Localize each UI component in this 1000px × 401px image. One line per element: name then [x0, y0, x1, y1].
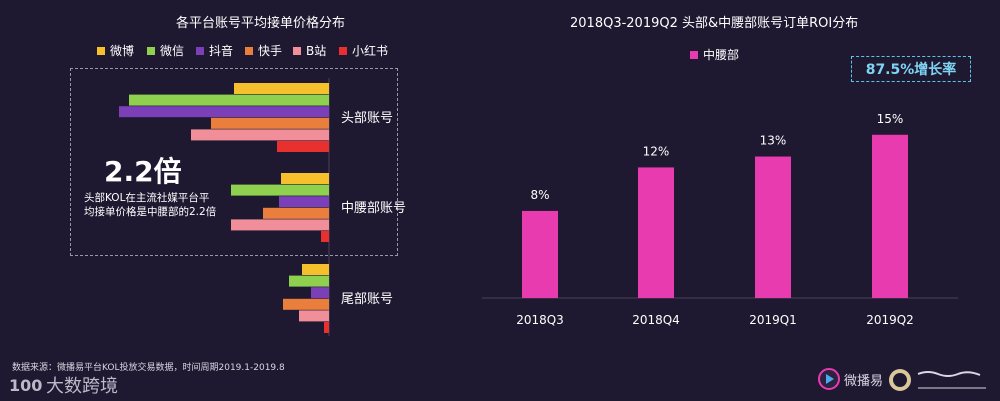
- roi-value-label-2019q2: 15%: [877, 112, 904, 126]
- bar-weixin-3: [289, 275, 329, 287]
- svg-text:100: 100: [9, 376, 42, 395]
- roi-value-label-2018q3: 8%: [530, 188, 549, 202]
- bar-kuaishou-3: [283, 298, 329, 310]
- legend-label-bilibili: B站: [306, 44, 327, 58]
- dashuju-logo-icon: 100: [9, 376, 42, 395]
- roi-value-label-2018q4: 12%: [643, 144, 670, 158]
- category-label-1: 头部账号: [341, 111, 393, 126]
- legend-item-douyin: 抖音: [196, 42, 233, 59]
- highlight-description-line-2: 均接单价格是中腰部的2.2倍: [84, 206, 217, 218]
- legend-swatch-xiaohongshu: [339, 46, 347, 55]
- bar-xiaohongshu-2: [321, 231, 329, 242]
- roi-value-label-2019q1: 13%: [760, 134, 787, 148]
- dashuju-logo: 100 大数跨境: [8, 372, 118, 398]
- legend-item-weibo: 微博: [97, 42, 134, 59]
- legend-item-xiaohongshu: 小红书: [339, 42, 388, 59]
- roi-bar-2018q4: [638, 167, 674, 298]
- university-logo: [888, 366, 992, 398]
- legend-swatch-weixin: [147, 46, 155, 55]
- bar-douyin-2: [279, 196, 329, 208]
- bar-douyin-1: [119, 106, 329, 118]
- legend-swatch-bilibili: [293, 46, 301, 55]
- right-chart-title: 2018Q3-2019Q2 头部&中腰部账号订单ROI分布: [570, 16, 859, 31]
- weiboyi-logo: 微播易: [818, 368, 883, 390]
- right-legend-label: 中腰部: [703, 48, 740, 62]
- bar-bilibili-1: [191, 129, 329, 141]
- bar-weixin-2: [231, 184, 329, 196]
- legend-label-douyin: 抖音: [209, 44, 234, 58]
- dashuju-logo-text: 大数跨境: [46, 376, 118, 397]
- quarter-label-2018q3: 2018Q3: [516, 313, 564, 327]
- category-label-3: 尾部账号: [341, 292, 393, 307]
- bar-kuaishou-1: [211, 117, 329, 129]
- bar-bilibili-3: [299, 310, 329, 322]
- bar-weibo-1: [234, 83, 329, 94]
- weiboyi-logo-text: 微播易: [844, 373, 884, 389]
- roi-bar-2019q1: [755, 156, 791, 298]
- data-source-note: 数据来源：微播易平台KOL投放交易数据，时间周期2019.1-2019.8: [12, 363, 285, 373]
- bar-bilibili-2: [231, 219, 329, 231]
- highlight-description-line-1: 头部KOL在主流社媒平台平: [84, 192, 210, 204]
- university-emblem-icon: [889, 369, 986, 391]
- roi-bar-2018q3: [522, 210, 558, 298]
- bar-xiaohongshu-1: [277, 141, 329, 152]
- bar-xiaohongshu-3: [324, 322, 329, 333]
- legend-swatch-weibo: [97, 46, 105, 55]
- highlight-dashed-box: [70, 68, 398, 256]
- legend-swatch-douyin: [196, 46, 204, 55]
- right-legend-swatch: [690, 50, 698, 59]
- legend-item-kuaishou: 快手: [245, 42, 282, 59]
- legend-label-weibo: 微博: [110, 44, 135, 58]
- legend-label-kuaishou: 快手: [258, 44, 283, 58]
- bar-weibo-2: [281, 173, 329, 184]
- legend-label-xiaohongshu: 小红书: [352, 44, 389, 58]
- left-chart-title: 各平台账号平均接单价格分布: [176, 16, 346, 31]
- quarter-label-2019q2: 2019Q2: [866, 313, 914, 327]
- roi-bar-2019q2: [872, 134, 908, 298]
- right-legend-item: 中腰部: [690, 46, 739, 63]
- highlight-multiplier: 2.2倍: [104, 155, 182, 188]
- legend-swatch-kuaishou: [245, 46, 253, 55]
- legend-item-bilibili: B站: [293, 42, 326, 59]
- bar-douyin-3: [311, 287, 329, 299]
- category-label-2: 中腰部账号: [341, 201, 406, 216]
- legend-label-weixin: 微信: [160, 44, 185, 58]
- growth-rate-badge: 87.5%增长率: [851, 56, 971, 82]
- bar-weibo-3: [302, 264, 329, 275]
- weiboyi-play-icon: [818, 368, 840, 390]
- highlight-description: 头部KOL在主流社媒平台平 均接单价格是中腰部的2.2倍: [84, 191, 244, 219]
- quarter-label-2019q1: 2019Q1: [749, 313, 797, 327]
- bar-weixin-1: [129, 94, 329, 106]
- legend-item-weixin: 微信: [147, 42, 184, 59]
- quarter-label-2018q4: 2018Q4: [632, 313, 680, 327]
- bar-kuaishou-2: [263, 207, 329, 219]
